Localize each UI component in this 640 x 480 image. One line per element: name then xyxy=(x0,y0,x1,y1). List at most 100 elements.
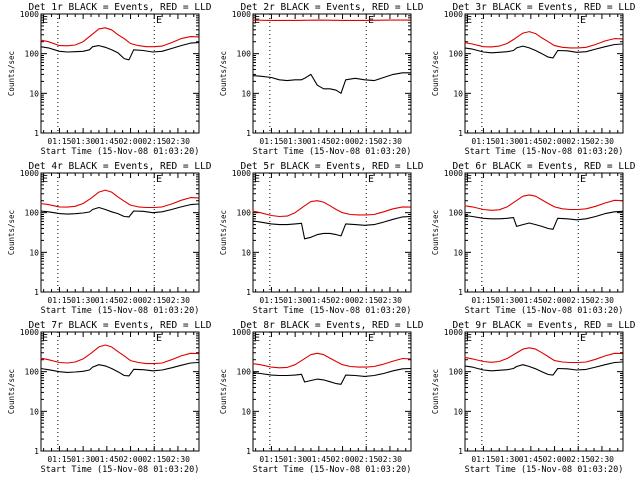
events-series-line xyxy=(464,210,623,230)
lld-series-line xyxy=(40,27,199,48)
events-series-line xyxy=(464,43,623,59)
y-axis-label: Counts/sec xyxy=(7,369,16,414)
chart-panel-4: Det 4r BLACK = Events, RED = LLD 1 10 100 10… xyxy=(7,161,212,316)
x-tick-label: 02:15 xyxy=(354,137,378,146)
y-tick-label: 1000 xyxy=(444,169,463,178)
y-axis-label: Counts/sec xyxy=(431,369,440,414)
y-tick-label: 1 xyxy=(246,288,251,297)
x-tick-label: 01:30 xyxy=(495,455,519,464)
y-tick-label: 1000 xyxy=(232,328,251,337)
x-tick-label: 02:00 xyxy=(330,296,354,305)
x-tick-label: 02:15 xyxy=(142,455,166,464)
x-tick-label: 01:15 xyxy=(259,137,283,146)
y-tick-label: 10 xyxy=(29,89,39,98)
y-axis-label: Counts/sec xyxy=(219,369,228,414)
y-tick-label: 1000 xyxy=(444,10,463,19)
x-tick-label: 01:30 xyxy=(495,296,519,305)
events-series-line xyxy=(40,42,199,61)
y-tick-label: 100 xyxy=(449,209,464,218)
y-tick-label: 100 xyxy=(237,209,252,218)
x-tick-label: 01:30 xyxy=(71,137,95,146)
x-tick-label: 02:15 xyxy=(142,137,166,146)
x-tick-label: 02:30 xyxy=(590,296,614,305)
x-tick-label: 02:00 xyxy=(118,137,142,146)
x-tick-label: 02:30 xyxy=(590,455,614,464)
x-axis-label: Start Time (15-Nov-08 01:03:20) xyxy=(253,465,412,475)
x-tick-label: 02:15 xyxy=(354,455,378,464)
lld-series-line xyxy=(252,200,411,218)
e-marker: E xyxy=(254,333,260,344)
x-tick-label: 01:45 xyxy=(519,296,543,305)
e-marker: E xyxy=(466,174,472,185)
plot-frame xyxy=(252,331,412,452)
x-axis-label: Start Time (15-Nov-08 01:03:20) xyxy=(41,147,200,157)
x-tick-label: 02:30 xyxy=(166,296,190,305)
x-tick-label: 01:30 xyxy=(283,137,307,146)
chart-panel-8: Det 8r BLACK = Events, RED = LLD 1 10 100 10… xyxy=(219,320,424,475)
e-marker: E xyxy=(466,333,472,344)
e-marker: E xyxy=(368,333,374,344)
y-tick-label: 1 xyxy=(458,447,463,456)
x-tick-label: 01:30 xyxy=(71,455,95,464)
x-tick-label: 01:15 xyxy=(471,296,495,305)
x-tick-label: 01:15 xyxy=(47,296,71,305)
panel-title: Det 2r BLACK = Events, RED = LLD xyxy=(240,2,423,13)
y-tick-label: 10 xyxy=(241,89,251,98)
e-marker: E xyxy=(156,174,162,185)
x-tick-label: 01:15 xyxy=(471,455,495,464)
x-tick-label: 02:00 xyxy=(542,455,566,464)
lld-series-line xyxy=(40,344,199,365)
y-tick-label: 100 xyxy=(449,50,464,59)
x-tick-label: 02:00 xyxy=(330,455,354,464)
e-marker: E xyxy=(42,174,48,185)
y-tick-label: 100 xyxy=(237,50,252,59)
panel-title: Det 7r BLACK = Events, RED = LLD xyxy=(28,320,211,331)
y-axis-label: Counts/sec xyxy=(219,51,228,96)
y-tick-label: 1 xyxy=(34,129,39,138)
panel-title: Det 8r BLACK = Events, RED = LLD xyxy=(240,320,423,331)
chart-panel-1: Det 1r BLACK = Events, RED = LLD 1 10 100 10… xyxy=(7,2,212,157)
x-axis-label: Start Time (15-Nov-08 01:03:20) xyxy=(465,147,624,157)
y-tick-label: 10 xyxy=(241,407,251,416)
panel-title: Det 5r BLACK = Events, RED = LLD xyxy=(240,161,423,172)
chart-panel-5: Det 5r BLACK = Events, RED = LLD 1 10 100 10… xyxy=(219,161,424,316)
x-tick-label: 01:45 xyxy=(519,137,543,146)
lld-series-line xyxy=(464,347,623,364)
e-marker: E xyxy=(368,174,374,185)
e-marker: E xyxy=(156,15,162,26)
x-tick-label: 02:30 xyxy=(590,137,614,146)
x-tick-label: 01:15 xyxy=(259,455,283,464)
x-tick-label: 02:15 xyxy=(142,296,166,305)
y-tick-label: 100 xyxy=(25,209,40,218)
lld-series-line xyxy=(40,189,199,209)
events-series-line xyxy=(252,72,411,94)
e-marker: E xyxy=(156,333,162,344)
x-tick-label: 01:15 xyxy=(47,137,71,146)
e-marker: E xyxy=(254,174,260,185)
e-marker: E xyxy=(42,333,48,344)
y-tick-label: 1 xyxy=(34,447,39,456)
y-axis-label: Counts/sec xyxy=(431,210,440,255)
x-tick-label: 02:30 xyxy=(378,296,402,305)
x-tick-label: 02:00 xyxy=(118,296,142,305)
x-axis-label: Start Time (15-Nov-08 01:03:20) xyxy=(465,465,624,475)
plot-frame xyxy=(252,172,412,293)
lld-series-line xyxy=(252,352,411,369)
chart-panel-9: Det 9r BLACK = Events, RED = LLD 1 10 100 10… xyxy=(431,320,636,475)
y-tick-label: 1000 xyxy=(20,10,39,19)
y-tick-label: 10 xyxy=(29,248,39,257)
chart-panel-7: Det 7r BLACK = Events, RED = LLD 1 10 100 10… xyxy=(7,320,212,475)
x-tick-label: 01:30 xyxy=(495,137,519,146)
y-tick-label: 1 xyxy=(34,288,39,297)
x-tick-label: 01:45 xyxy=(95,137,119,146)
y-axis-label: Counts/sec xyxy=(7,51,16,96)
x-tick-label: 02:30 xyxy=(166,137,190,146)
x-tick-label: 02:15 xyxy=(566,137,590,146)
x-tick-label: 01:45 xyxy=(307,137,331,146)
x-axis-label: Start Time (15-Nov-08 01:03:20) xyxy=(41,465,200,475)
x-axis-label: Start Time (15-Nov-08 01:03:20) xyxy=(41,306,200,316)
x-tick-label: 02:00 xyxy=(118,455,142,464)
y-axis-label: Counts/sec xyxy=(219,210,228,255)
y-tick-label: 1000 xyxy=(444,328,463,337)
events-series-line xyxy=(40,361,199,377)
